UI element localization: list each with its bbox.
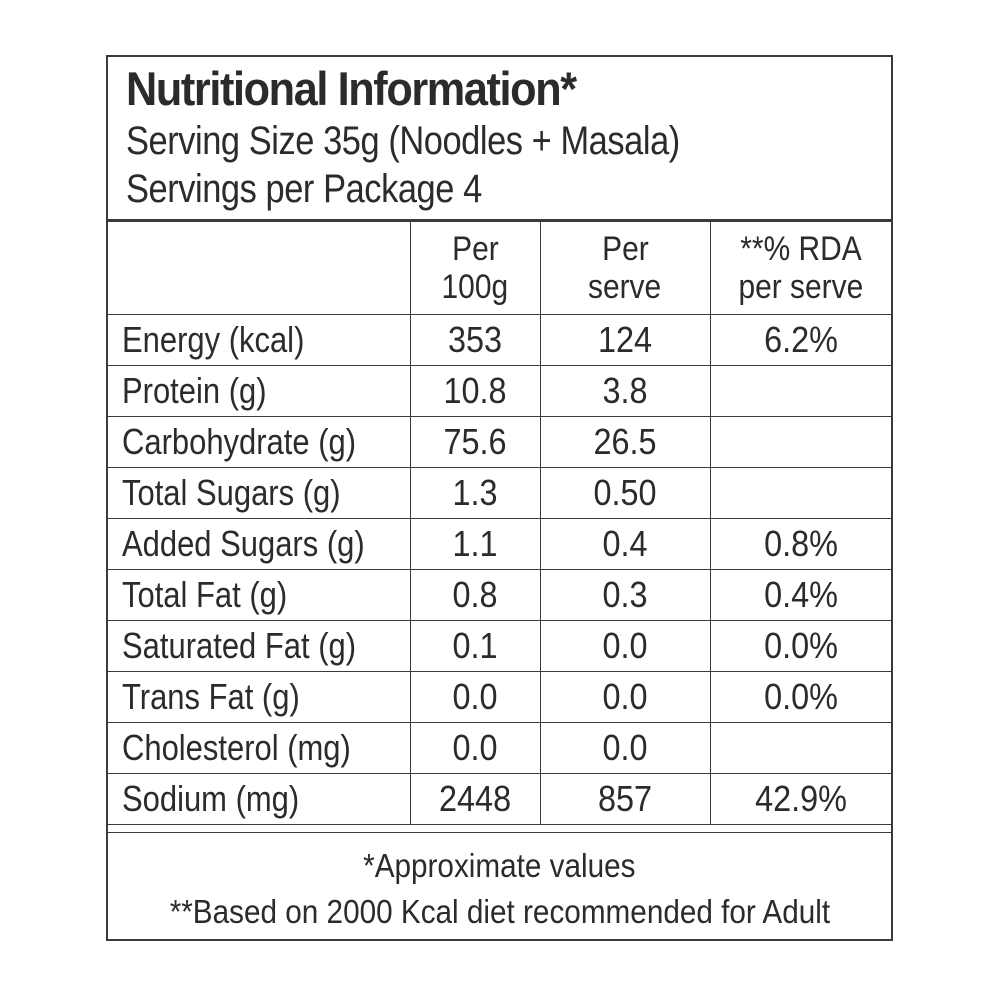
nutrient-name: Total Sugars (g) <box>108 467 411 519</box>
nutrient-name: Carbohydrate (g) <box>108 416 411 468</box>
table-header-row: Per 100g Per serve **% RDA per serve <box>108 222 891 315</box>
header-per-100g: Per 100g <box>409 222 541 315</box>
approximate-values-note: *Approximate values <box>363 847 636 884</box>
per-100g-value: 1.1 <box>409 518 541 570</box>
per-serve-value: 26.5 <box>539 416 711 468</box>
rda-value <box>709 467 891 519</box>
header-nutrient-blank <box>108 222 411 315</box>
servings-per-package: Servings per Package 4 <box>126 167 482 211</box>
table-row: Total Sugars (g) 1.3 0.50 <box>108 467 891 519</box>
per-serve-value: 0.0 <box>539 722 711 774</box>
nutrition-table: Per 100g Per serve **% RDA per serve Ene… <box>108 222 891 825</box>
per-100g-value: 2448 <box>409 773 541 825</box>
rda-value: 42.9% <box>709 773 891 825</box>
table-row: Cholesterol (mg) 0.0 0.0 <box>108 722 891 774</box>
per-100g-value: 0.1 <box>409 620 541 672</box>
per-serve-value: 0.3 <box>539 569 711 621</box>
header-rda-per-serve: **% RDA per serve <box>709 222 891 315</box>
rda-value: 0.0% <box>709 671 891 723</box>
nutrition-footer: *Approximate values **Based on 2000 Kcal… <box>108 832 891 939</box>
per-serve-value: 3.8 <box>539 365 711 417</box>
header-per-serve: Per serve <box>539 222 711 315</box>
table-row: Trans Fat (g) 0.0 0.0 0.0% <box>108 671 891 723</box>
per-serve-value: 0.4 <box>539 518 711 570</box>
nutrient-name: Sodium (mg) <box>108 773 411 825</box>
per-serve-value: 124 <box>539 314 711 366</box>
table-row: Carbohydrate (g) 75.6 26.5 <box>108 416 891 468</box>
nutrition-facts-panel: Nutritional Information* Serving Size 35… <box>106 55 893 941</box>
per-serve-value: 0.50 <box>539 467 711 519</box>
nutrient-name: Energy (kcal) <box>108 314 411 366</box>
per-100g-value: 0.0 <box>409 671 541 723</box>
per-100g-value: 0.8 <box>409 569 541 621</box>
rda-value <box>709 722 891 774</box>
table-row: Protein (g) 10.8 3.8 <box>108 365 891 417</box>
nutrient-name: Total Fat (g) <box>108 569 411 621</box>
table-row: Saturated Fat (g) 0.1 0.0 0.0% <box>108 620 891 672</box>
rda-value <box>709 416 891 468</box>
table-row: Sodium (mg) 2448 857 42.9% <box>108 773 891 825</box>
per-serve-value: 857 <box>539 773 711 825</box>
per-serve-value: 0.0 <box>539 671 711 723</box>
rda-value: 0.4% <box>709 569 891 621</box>
rda-value <box>709 365 891 417</box>
per-100g-value: 0.0 <box>409 722 541 774</box>
nutrition-header: Nutritional Information* Serving Size 35… <box>108 57 891 222</box>
nutrient-name: Saturated Fat (g) <box>108 620 411 672</box>
rda-value: 0.0% <box>709 620 891 672</box>
nutrition-title: Nutritional Information* <box>126 62 577 115</box>
serving-size: Serving Size 35g (Noodles + Masala) <box>126 119 680 163</box>
rda-value: 6.2% <box>709 314 891 366</box>
per-100g-value: 10.8 <box>409 365 541 417</box>
per-100g-value: 353 <box>409 314 541 366</box>
rda-value: 0.8% <box>709 518 891 570</box>
per-100g-value: 75.6 <box>409 416 541 468</box>
table-row: Energy (kcal) 353 124 6.2% <box>108 314 891 366</box>
table-row: Total Fat (g) 0.8 0.3 0.4% <box>108 569 891 621</box>
per-serve-value: 0.0 <box>539 620 711 672</box>
nutrient-name: Trans Fat (g) <box>108 671 411 723</box>
nutrient-name: Added Sugars (g) <box>108 518 411 570</box>
nutrient-name: Cholesterol (mg) <box>108 722 411 774</box>
rda-basis-note: **Based on 2000 Kcal diet recommended fo… <box>169 893 830 930</box>
per-100g-value: 1.3 <box>409 467 541 519</box>
nutrient-name: Protein (g) <box>108 365 411 417</box>
table-row: Added Sugars (g) 1.1 0.4 0.8% <box>108 518 891 570</box>
